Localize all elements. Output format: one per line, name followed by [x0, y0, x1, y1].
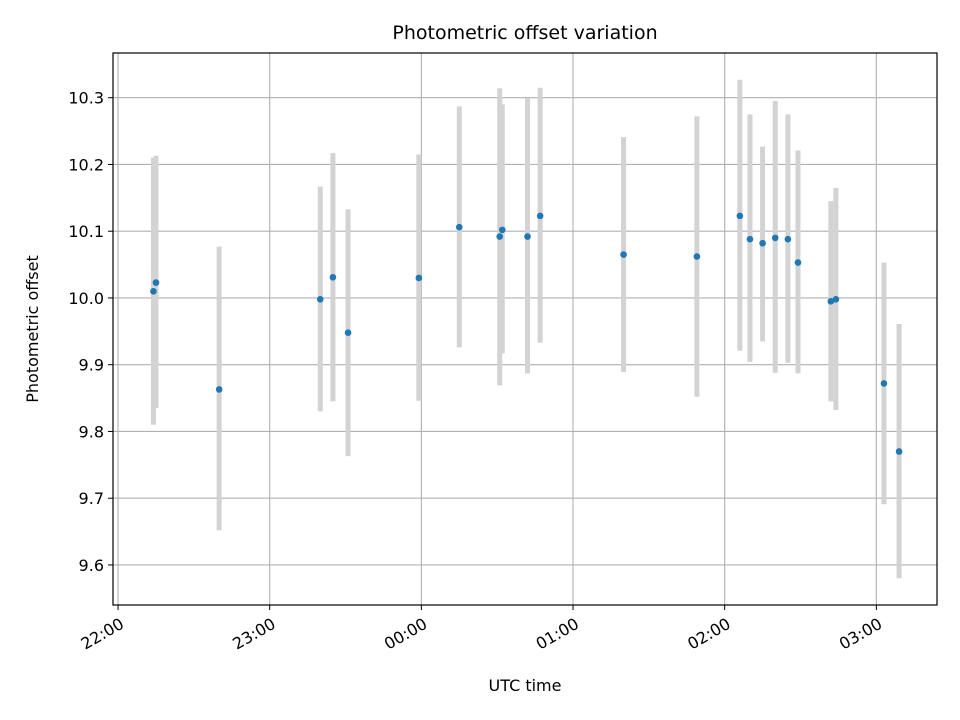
data-point	[536, 212, 544, 220]
y-tick-label: 9.7	[79, 489, 104, 508]
data-point	[880, 380, 888, 387]
data-point	[498, 226, 506, 234]
plot-frame	[112, 52, 938, 606]
data-point	[784, 235, 792, 243]
data-point	[832, 295, 840, 303]
data-point	[152, 279, 160, 286]
y-tick-label: 9.8	[79, 422, 104, 441]
data-point	[693, 253, 701, 260]
data-point	[759, 239, 766, 247]
data-point	[496, 233, 504, 240]
data-point	[329, 273, 337, 281]
y-tick-label: 9.9	[79, 356, 104, 375]
data-point	[895, 448, 903, 455]
data-point	[771, 234, 779, 242]
y-axis-label: Photometric offset	[23, 255, 42, 403]
data-point	[620, 251, 627, 258]
y-axis-ticks: 9.6 9.7 9.8 9.9 10.0 10.1 10.2 10.3	[68, 89, 113, 575]
data-point	[415, 274, 423, 282]
y-tick-label: 10.2	[68, 155, 104, 174]
chart-title: Photometric offset variation	[392, 22, 657, 44]
data-point	[746, 235, 754, 243]
data-point	[316, 295, 324, 303]
data-point	[150, 287, 157, 295]
y-tick-label: 10.1	[68, 222, 104, 241]
data-point	[455, 223, 463, 231]
y-tick-label: 10.3	[68, 89, 104, 108]
data-points	[150, 212, 903, 455]
data-point	[344, 329, 352, 336]
y-tick-label: 9.6	[79, 556, 104, 575]
y-tick-label: 10.0	[68, 289, 104, 308]
data-point	[215, 386, 223, 393]
data-point	[794, 259, 802, 266]
data-point	[827, 297, 835, 305]
data-point	[736, 212, 744, 220]
data-point	[524, 233, 531, 240]
x-axis-label: UTC time	[489, 676, 562, 695]
